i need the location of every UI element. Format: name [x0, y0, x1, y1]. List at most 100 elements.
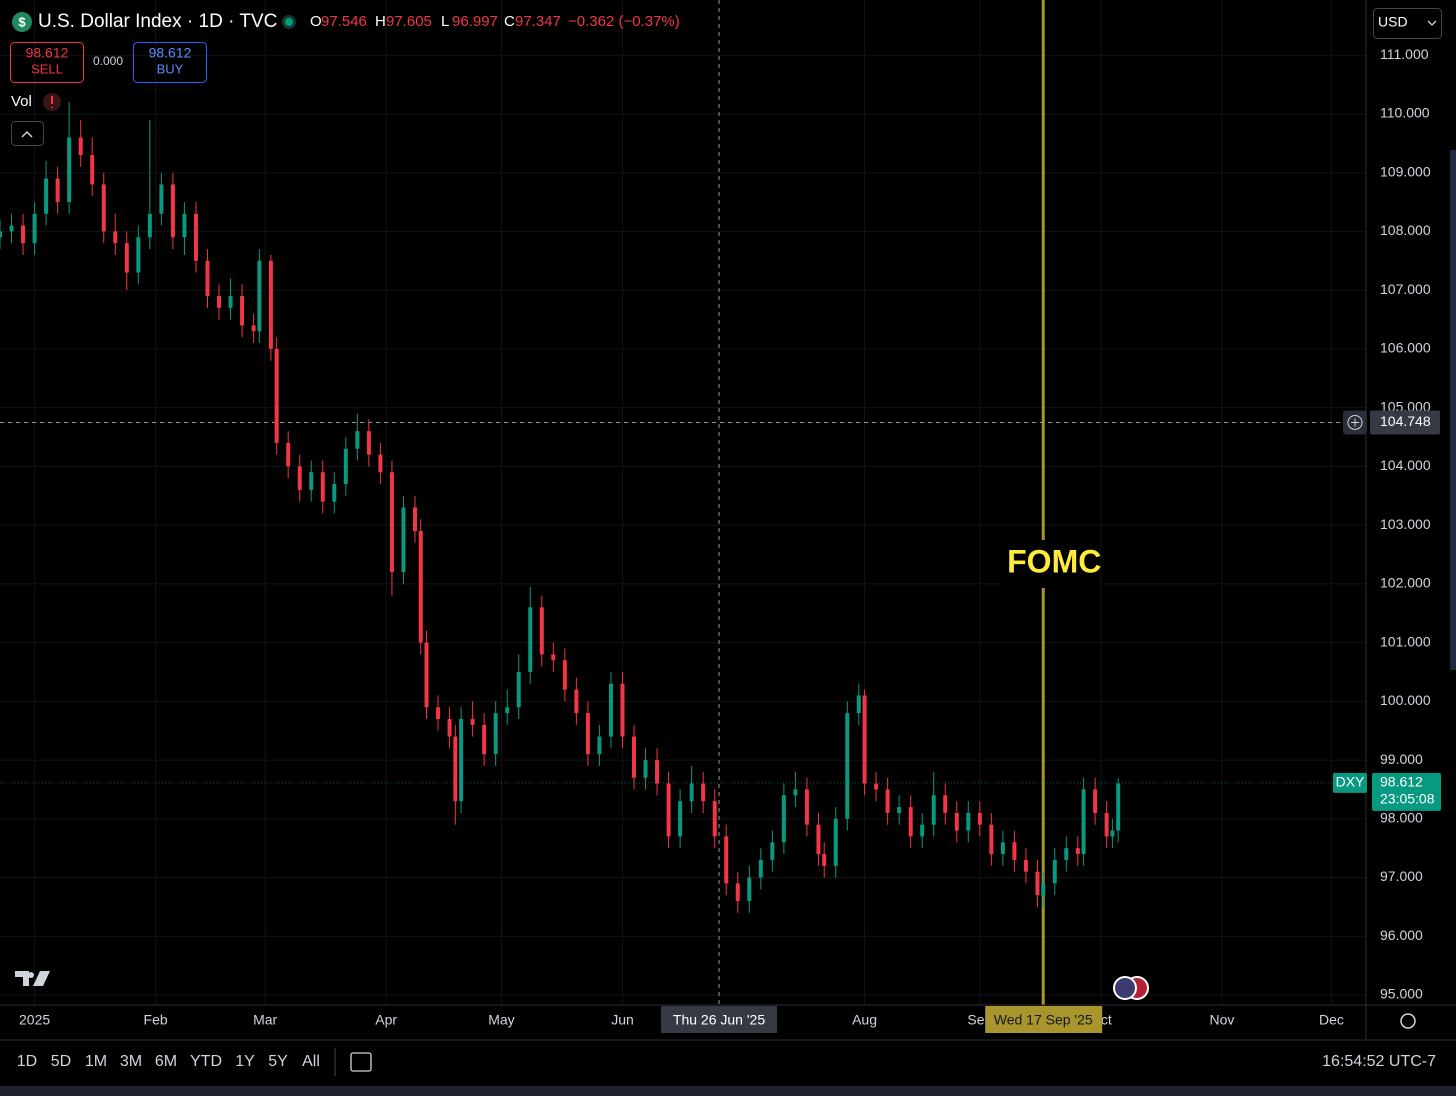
candle-body	[1064, 848, 1069, 860]
timeframe-button[interactable]: 5D	[51, 1053, 71, 1070]
candle-body	[989, 824, 994, 855]
candle-body	[453, 736, 458, 802]
candle-body	[585, 713, 590, 755]
candle-body	[539, 607, 544, 655]
x-tick-label: Feb	[144, 1012, 168, 1028]
candle-body	[966, 812, 971, 831]
candle-body	[459, 718, 464, 802]
candle-body	[320, 472, 325, 502]
event-label: FOMC	[1007, 543, 1101, 579]
candle-body	[822, 854, 827, 866]
spread: 0.000	[93, 54, 123, 68]
candle-body	[182, 213, 187, 238]
symbol-icon	[12, 12, 32, 32]
timeframe-button[interactable]: 6M	[155, 1053, 177, 1070]
candle-body	[608, 683, 613, 737]
candle-body	[1000, 842, 1005, 855]
candle-body	[378, 454, 383, 473]
candle-body	[343, 448, 348, 484]
candle-body	[1052, 859, 1057, 884]
y-tick-label: 107.000	[1380, 281, 1431, 297]
timeframe-button[interactable]: 1Y	[235, 1053, 255, 1070]
bottom-strip	[0, 1086, 1456, 1096]
candle-body	[770, 842, 775, 860]
settings-icon[interactable]	[1400, 1013, 1416, 1029]
x-tick-label: 2025	[19, 1012, 50, 1028]
ohlc-key: C	[504, 13, 515, 30]
chart-title[interactable]: U.S. Dollar Index · 1D · TVC	[38, 11, 277, 32]
candle-body	[505, 707, 510, 714]
change: −0.362 (−0.37%)	[568, 13, 680, 30]
y-tick-label: 108.000	[1380, 222, 1431, 238]
candle-body	[0, 231, 2, 238]
candle-body	[574, 689, 579, 714]
y-tick-label: 103.000	[1380, 516, 1431, 532]
buy-button[interactable]	[133, 42, 207, 83]
candle-body	[205, 260, 210, 297]
sell-button[interactable]	[10, 42, 84, 83]
candle-body	[9, 225, 14, 232]
candle-body	[597, 736, 602, 755]
candle-body	[470, 718, 475, 725]
candle-body	[389, 472, 394, 573]
candle-body	[159, 184, 164, 214]
timeframe-button[interactable]: 1D	[17, 1053, 37, 1070]
event-date: Wed 17 Sep '25	[994, 1012, 1093, 1028]
candle-body	[493, 713, 498, 755]
y-tick-label: 111.000	[1380, 46, 1429, 62]
candle-body	[355, 431, 360, 449]
currency-select[interactable]	[1373, 8, 1442, 39]
candle-body	[908, 807, 913, 837]
range-toolbar: 1D 5D 1M 3M 6M YTD 1Y 5Y All	[17, 1053, 320, 1070]
crosshair-price: 104.748	[1380, 413, 1431, 429]
y-tick-label: 104.000	[1380, 457, 1431, 473]
tv-logo[interactable]	[15, 971, 50, 986]
candle-body	[1116, 783, 1121, 831]
candle-body	[401, 507, 406, 573]
candle-body	[412, 507, 417, 531]
candle-body	[655, 760, 660, 784]
crosshair-date: Thu 26 Jun '25	[673, 1012, 765, 1028]
candle-body	[874, 783, 879, 790]
y-tick-label: 100.000	[1380, 692, 1431, 708]
y-tick-label: 99.000	[1380, 751, 1423, 767]
volume-label[interactable]: Vol	[11, 93, 32, 110]
currency-chevron	[1427, 20, 1437, 26]
timeframe-button[interactable]: 5Y	[268, 1053, 288, 1070]
date-range-icon[interactable]	[350, 1052, 372, 1072]
candle-body	[286, 442, 291, 467]
collapse-chevron	[21, 130, 33, 138]
buy-label: BUY	[157, 61, 184, 76]
sell-label: SELL	[31, 61, 63, 76]
ohlc-value: 97.605	[386, 13, 432, 30]
x-tick-label: Dec	[1319, 1012, 1344, 1028]
ohlc-legend: O 97.546 H 97.605 L 96.997 C 97.347	[310, 13, 561, 30]
candle-body	[856, 695, 861, 714]
candle-body	[943, 795, 948, 813]
candle-body	[1093, 789, 1098, 813]
timeframe-button[interactable]: All	[302, 1053, 320, 1070]
event-label-bg	[1003, 540, 1100, 588]
candle-body	[666, 783, 671, 837]
candle-body	[113, 231, 118, 244]
timeframe-button[interactable]: YTD	[190, 1053, 222, 1070]
candle-body	[21, 225, 26, 244]
candle-body	[366, 431, 371, 455]
candle-body	[528, 607, 533, 672]
symbol-tag: DXY	[1336, 774, 1365, 790]
candle-body	[418, 530, 423, 643]
ohlc-key: O	[310, 13, 322, 30]
y-tick-label: 109.000	[1380, 163, 1431, 179]
timeframe-button[interactable]: 3M	[120, 1053, 142, 1070]
candle-body	[67, 137, 72, 203]
candle-body	[845, 713, 850, 819]
timeframe-button[interactable]: 1M	[85, 1053, 107, 1070]
candle-body	[758, 859, 763, 878]
clock[interactable]: 16:54:52 UTC-7	[1322, 1053, 1436, 1070]
y-tick-label: 105.000	[1380, 398, 1431, 414]
event-flag[interactable]	[1113, 976, 1137, 1000]
candle-body	[44, 178, 49, 214]
candle-body	[804, 789, 809, 825]
candle-body	[735, 883, 740, 902]
